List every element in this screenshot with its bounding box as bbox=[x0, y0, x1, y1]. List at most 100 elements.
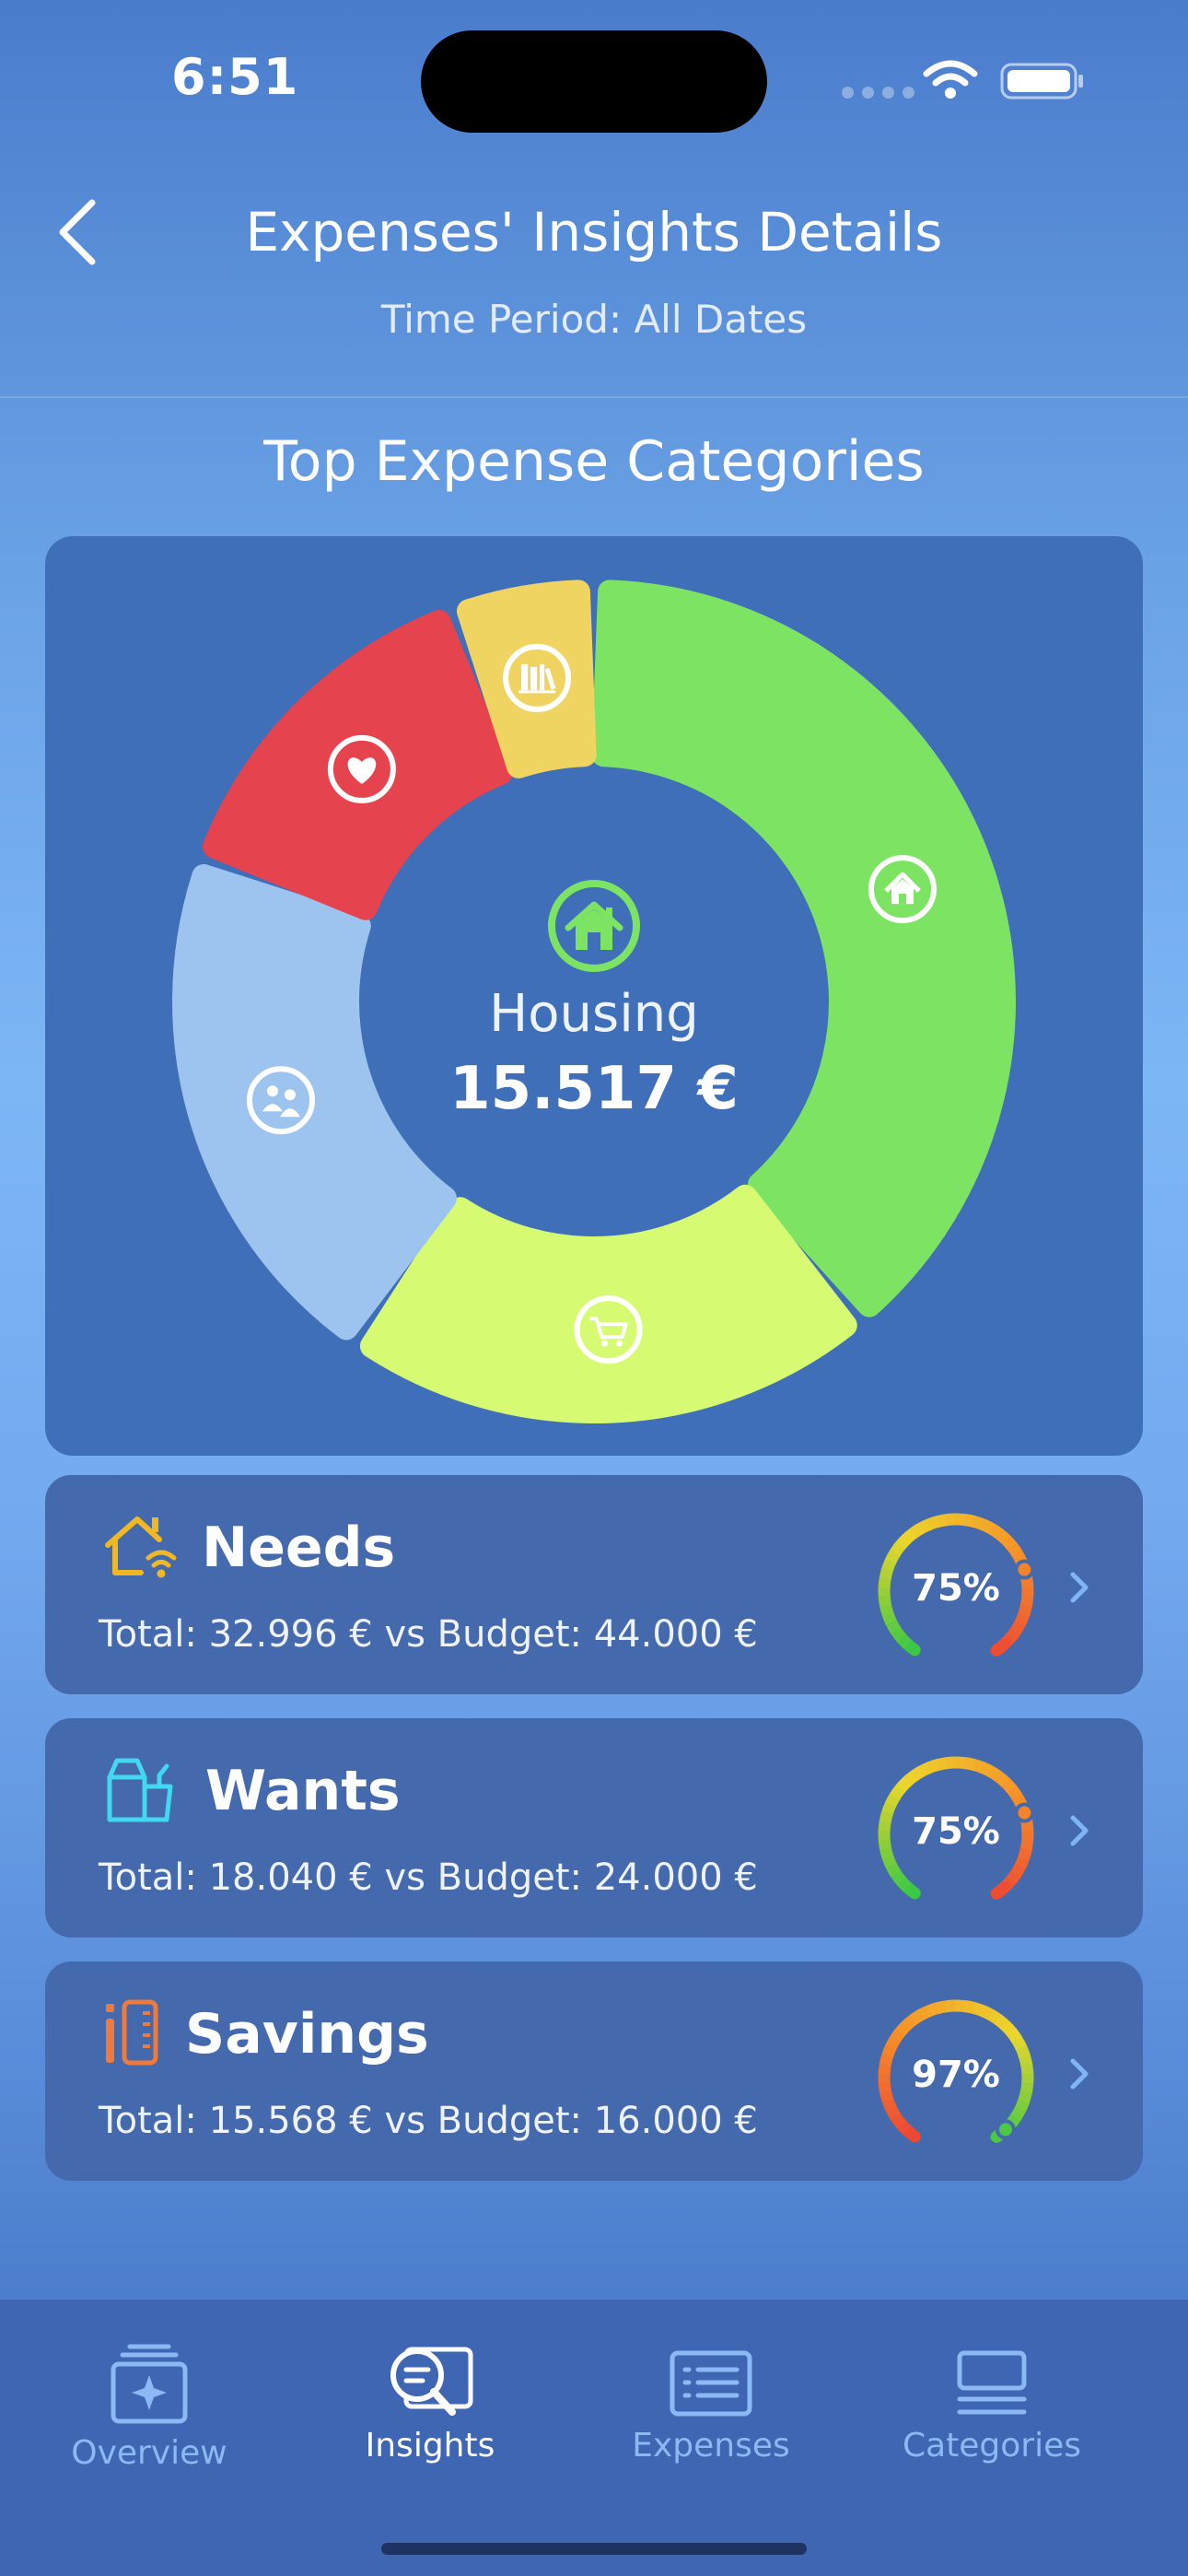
gauge-arc-segment bbox=[885, 2035, 901, 2051]
gauge-arc-segment bbox=[963, 2000, 977, 2014]
gauge-percent-label: 75% bbox=[912, 1810, 1000, 1853]
category-name: Needs bbox=[202, 1516, 396, 1580]
house-wifi-icon bbox=[105, 1516, 177, 1578]
gauge-arc-segment bbox=[1001, 2020, 1017, 2037]
gauge-arc-segment bbox=[890, 2113, 906, 2128]
gauge-arc-segment bbox=[955, 1756, 967, 1770]
gauge-arc-segment bbox=[1014, 1855, 1031, 1869]
chevron-right-icon[interactable] bbox=[1066, 1810, 1093, 1851]
gauge-arc-segment bbox=[1007, 2028, 1023, 2043]
donut-segment[interactable] bbox=[359, 1184, 857, 1423]
gauge-arc-segment bbox=[936, 2000, 949, 2014]
category-row-savings[interactable]: Savings Total: 15.568 € vs Budget: 16.00… bbox=[45, 1961, 1143, 2181]
category-name: Wants bbox=[205, 1759, 401, 1823]
back-chevron-icon[interactable] bbox=[55, 197, 99, 267]
gauge-arc-segment bbox=[1001, 1534, 1017, 1551]
gauge-arc-segment bbox=[987, 1766, 1003, 1782]
battery-icon bbox=[1000, 63, 1083, 100]
header-divider bbox=[0, 396, 1188, 398]
gauge-arc-segment bbox=[926, 2001, 940, 2017]
budget-gauge bbox=[878, 1513, 1035, 1657]
selected-category-amount: 15.517 € bbox=[449, 1055, 739, 1123]
gauge-arc-segment bbox=[890, 1540, 906, 1557]
gauge-arc-segment bbox=[895, 1777, 912, 1793]
budget-gauge bbox=[878, 1999, 1034, 2143]
gauge-arc-segment bbox=[918, 1518, 933, 1534]
savings-icon bbox=[106, 1999, 158, 2066]
gauge-arc-segment bbox=[980, 1762, 995, 1777]
gauge-arc-segment bbox=[946, 1513, 957, 1527]
gauge-arc-segment bbox=[1005, 1627, 1021, 1643]
gauge-arc-segment bbox=[963, 1757, 977, 1771]
chevron-right-icon[interactable] bbox=[1066, 1567, 1093, 1608]
gauge-arc-segment bbox=[1010, 1863, 1026, 1879]
category-total-vs-budget: Total: 32.996 € vs Budget: 44.000 € bbox=[99, 1613, 758, 1656]
gauge-arc-segment bbox=[901, 1880, 921, 1900]
house-icon bbox=[868, 855, 938, 924]
tab-categories[interactable]: Categories bbox=[872, 2349, 1112, 2465]
gauge-arc-segment bbox=[972, 1759, 986, 1774]
category-total-vs-budget: Total: 18.040 € vs Budget: 24.000 € bbox=[99, 1856, 758, 1899]
gauge-marker bbox=[1014, 1802, 1035, 1823]
gauge-arc-segment bbox=[926, 1515, 940, 1530]
tab-overview[interactable]: Overview bbox=[29, 2342, 269, 2472]
gauge-arc-segment bbox=[881, 2098, 897, 2113]
gauge-marker bbox=[995, 2119, 1016, 2140]
gauge-arc-segment bbox=[1007, 1541, 1023, 1557]
gauge-arc-segment bbox=[980, 1518, 995, 1534]
gauge-arc-segment bbox=[890, 1626, 906, 1642]
gauge-percent-label: 75% bbox=[912, 1567, 1000, 1610]
gauge-arc-segment bbox=[885, 1619, 902, 1634]
gauge-arc-segment bbox=[946, 1999, 957, 2013]
category-name: Savings bbox=[185, 2002, 429, 2067]
gauge-arc-segment bbox=[1007, 1785, 1023, 1800]
gauge-arc-segment bbox=[896, 1876, 912, 1892]
chevron-right-icon[interactable] bbox=[1066, 2054, 1093, 2094]
tab-expenses[interactable]: Expenses bbox=[591, 2349, 831, 2465]
gauge-arc-segment bbox=[926, 1758, 940, 1774]
overview-icon bbox=[111, 2344, 188, 2424]
tab-label: Insights bbox=[365, 2427, 495, 2465]
gauge-arc-segment bbox=[1001, 1777, 1017, 1794]
books-icon bbox=[503, 643, 572, 712]
wifi-icon bbox=[923, 60, 978, 99]
gauge-arc-segment bbox=[896, 2119, 912, 2136]
gauge-arc-segment bbox=[918, 1762, 933, 1777]
donut-segment[interactable] bbox=[591, 580, 1016, 1317]
categories-icon bbox=[957, 2350, 1027, 2415]
gauge-arc-segment bbox=[881, 1855, 897, 1869]
gauge-arc-segment bbox=[936, 1514, 949, 1528]
gauge-arc-segment bbox=[902, 1771, 918, 1787]
gauge-arc-segment bbox=[1010, 2106, 1026, 2122]
gauge-arc-segment bbox=[901, 2124, 921, 2143]
gauge-arc-segment bbox=[901, 1637, 921, 1657]
gauge-arc-segment bbox=[995, 1528, 1010, 1544]
section-title: Top Expense Categories bbox=[263, 429, 925, 494]
status-time: 6:51 bbox=[171, 48, 299, 106]
tab-bar: Overview Insights Expenses Categories bbox=[0, 2300, 1188, 2576]
gauge-arc-segment bbox=[910, 1522, 926, 1539]
category-row-wants[interactable]: Wants Total: 18.040 € vs Budget: 24.000 … bbox=[45, 1718, 1143, 1938]
donut-chart[interactable] bbox=[45, 536, 1143, 1456]
cellular-signal-icon bbox=[842, 87, 914, 99]
tab-insights[interactable]: Insights bbox=[310, 2344, 550, 2465]
gauge-arc-segment bbox=[895, 2020, 912, 2036]
tab-label: Categories bbox=[902, 2427, 1082, 2465]
home-indicator bbox=[381, 2543, 807, 2555]
heart-icon bbox=[327, 734, 396, 803]
gauge-arc-segment bbox=[1011, 2036, 1028, 2051]
gauge-arc-segment bbox=[885, 2105, 902, 2121]
gauge-arc-segment bbox=[1005, 1870, 1021, 1886]
gauge-arc-segment bbox=[890, 1869, 906, 1885]
gauge-arc-segment bbox=[902, 2014, 918, 2031]
gauge-arc-segment bbox=[896, 1633, 912, 1649]
gauge-arc-segment bbox=[946, 1756, 957, 1770]
category-row-needs[interactable]: Needs Total: 32.996 € vs Budget: 44.000 … bbox=[45, 1475, 1143, 1694]
gauge-marker bbox=[1014, 1559, 1035, 1580]
gauge-arc-segment bbox=[910, 1765, 926, 1782]
gauge-arc-segment bbox=[936, 1757, 949, 1771]
selected-category-label: Housing bbox=[489, 984, 699, 1044]
gauge-arc-segment bbox=[963, 1514, 977, 1528]
gauge-arc-segment bbox=[910, 2008, 926, 2025]
gauge-arc-segment bbox=[980, 2005, 995, 2020]
